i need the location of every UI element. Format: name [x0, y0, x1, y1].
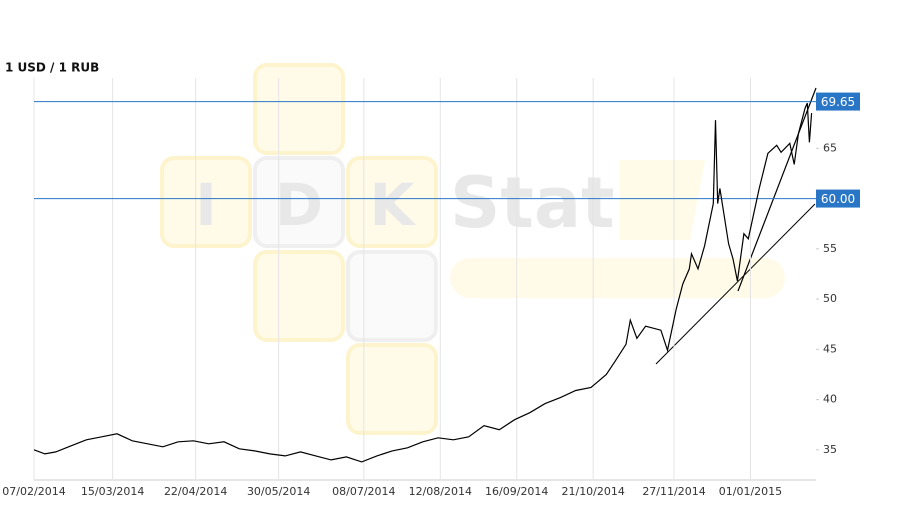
x-tick-label: 01/01/2015	[719, 485, 782, 498]
chart-title: 1 USD / 1 RUB	[5, 61, 99, 75]
x-tick-label: 16/09/2014	[485, 485, 548, 498]
x-tick-label: 12/08/2014	[409, 485, 472, 498]
watermark-letter: I	[195, 171, 217, 239]
y-tick-label: 40	[823, 393, 837, 406]
x-tick-label: 21/10/2014	[561, 485, 624, 498]
reference-label-box	[816, 92, 860, 111]
x-tick-label: 30/05/2014	[247, 485, 310, 498]
y-tick-label: 55	[823, 242, 837, 255]
line	[33, 102, 813, 463]
x-tick-label: 27/11/2014	[642, 485, 705, 498]
x-tick-label: 07/02/2014	[2, 485, 65, 498]
watermark-word: Stat	[450, 162, 615, 244]
reference-label: 60.00	[821, 192, 855, 206]
watermark-letter: D	[275, 171, 323, 239]
reference-label-box	[816, 189, 860, 208]
watermark-letter: K	[370, 171, 417, 239]
trend-line	[737, 87, 817, 292]
trend-line	[655, 203, 816, 365]
y-tick-label: 65	[823, 141, 837, 154]
reference-label: 69.65	[821, 95, 855, 109]
y-tick-label: 45	[823, 342, 837, 355]
x-tick-label: 15/03/2014	[81, 485, 144, 498]
y-tick-label: 50	[823, 292, 837, 305]
x-tick-label: 08/07/2014	[332, 485, 395, 498]
watermark	[160, 63, 785, 435]
y-tick-label: 35	[823, 443, 837, 456]
x-tick-label: 22/04/2014	[164, 485, 227, 498]
